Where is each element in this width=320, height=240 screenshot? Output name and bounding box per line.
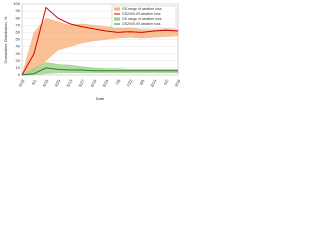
data-line bbox=[21, 6, 179, 76]
x-tick-label: 5/27 bbox=[77, 78, 86, 88]
x-tick-label: 7/22 bbox=[125, 78, 134, 88]
y-tick-label: 70 bbox=[16, 22, 21, 27]
legend-box bbox=[111, 5, 177, 29]
x-tick-label: 7/8 bbox=[114, 78, 121, 86]
x-tick-label: 8/5 bbox=[138, 78, 145, 86]
legend-swatch bbox=[114, 17, 120, 21]
y-tick-label: 80 bbox=[16, 15, 21, 20]
y-tick-label: 0 bbox=[18, 72, 21, 77]
y-tick-label: 40 bbox=[16, 44, 21, 49]
legend-label: GS range of weather loss bbox=[122, 7, 162, 11]
chart: Date Cumulative Distribution, % 0 10 20 30 4… bbox=[3, 1, 180, 101]
x-tick-label: 3/18 bbox=[17, 78, 26, 88]
y-axis-title: Cumulative Distribution, % bbox=[3, 16, 8, 63]
y-tick-label: 60 bbox=[16, 29, 21, 34]
y-tick-label: 90 bbox=[16, 8, 21, 13]
legend-label: GS2000-09 weather loss bbox=[122, 12, 161, 16]
x-tick-label: 4/15 bbox=[41, 78, 50, 88]
x-tick-label: 9/16 bbox=[173, 78, 180, 88]
x-tick-label: 6/10 bbox=[89, 78, 98, 88]
legend-label: GS range of weather loss bbox=[122, 17, 162, 21]
y-tick-label: 100 bbox=[13, 1, 20, 6]
x-tick-label: 4/1 bbox=[30, 78, 37, 86]
y-tick-label: 10 bbox=[16, 65, 21, 70]
y-tick-label: 30 bbox=[16, 51, 21, 56]
y-tick-label: 50 bbox=[16, 37, 21, 42]
x-tick-label: 9/2 bbox=[162, 78, 169, 86]
x-tick-label: 6/24 bbox=[101, 78, 110, 88]
x-tick-label: 5/13 bbox=[65, 78, 74, 88]
y-tick-label: 20 bbox=[16, 58, 21, 63]
legend-label: GS2000-09 weather loss bbox=[122, 22, 161, 26]
data-line bbox=[21, 67, 178, 76]
x-tick-label: 8/19 bbox=[149, 78, 158, 88]
legend-swatch bbox=[114, 7, 120, 11]
x-axis-title: Date bbox=[96, 96, 105, 101]
x-tick-label: 4/29 bbox=[53, 78, 62, 88]
